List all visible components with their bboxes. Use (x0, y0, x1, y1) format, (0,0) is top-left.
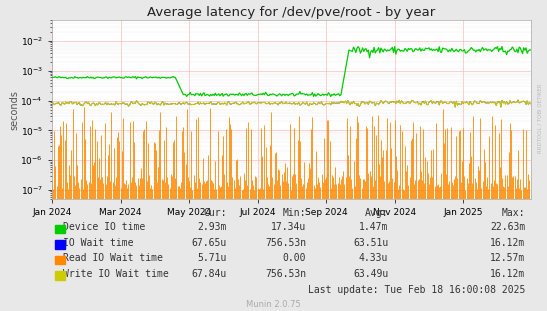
Text: Max:: Max: (502, 208, 525, 218)
Text: 16.12m: 16.12m (490, 238, 525, 248)
Text: 2.93m: 2.93m (197, 222, 227, 232)
Text: 5.71u: 5.71u (197, 253, 227, 263)
Title: Average latency for /dev/pve/root - by year: Average latency for /dev/pve/root - by y… (147, 6, 435, 19)
Text: Avg:: Avg: (365, 208, 388, 218)
Text: Last update: Tue Feb 18 16:00:08 2025: Last update: Tue Feb 18 16:00:08 2025 (308, 285, 525, 295)
Text: RRDTOOL / TOBI OETIKER: RRDTOOL / TOBI OETIKER (538, 83, 543, 153)
Text: Cur:: Cur: (203, 208, 227, 218)
Text: 756.53n: 756.53n (265, 269, 306, 279)
Text: 1.47m: 1.47m (359, 222, 388, 232)
Text: 67.65u: 67.65u (192, 238, 227, 248)
Text: Device IO time: Device IO time (63, 222, 145, 232)
Text: 17.34u: 17.34u (271, 222, 306, 232)
Text: 12.57m: 12.57m (490, 253, 525, 263)
Text: IO Wait time: IO Wait time (63, 238, 133, 248)
Text: 22.63m: 22.63m (490, 222, 525, 232)
Text: 4.33u: 4.33u (359, 253, 388, 263)
Text: 0.00: 0.00 (283, 253, 306, 263)
Text: 67.84u: 67.84u (192, 269, 227, 279)
Text: 756.53n: 756.53n (265, 238, 306, 248)
Text: 16.12m: 16.12m (490, 269, 525, 279)
Y-axis label: seconds: seconds (9, 90, 19, 130)
Text: 63.51u: 63.51u (353, 238, 388, 248)
Text: Min:: Min: (283, 208, 306, 218)
Text: Read IO Wait time: Read IO Wait time (63, 253, 163, 263)
Text: 63.49u: 63.49u (353, 269, 388, 279)
Text: Munin 2.0.75: Munin 2.0.75 (246, 300, 301, 309)
Text: Write IO Wait time: Write IO Wait time (63, 269, 168, 279)
